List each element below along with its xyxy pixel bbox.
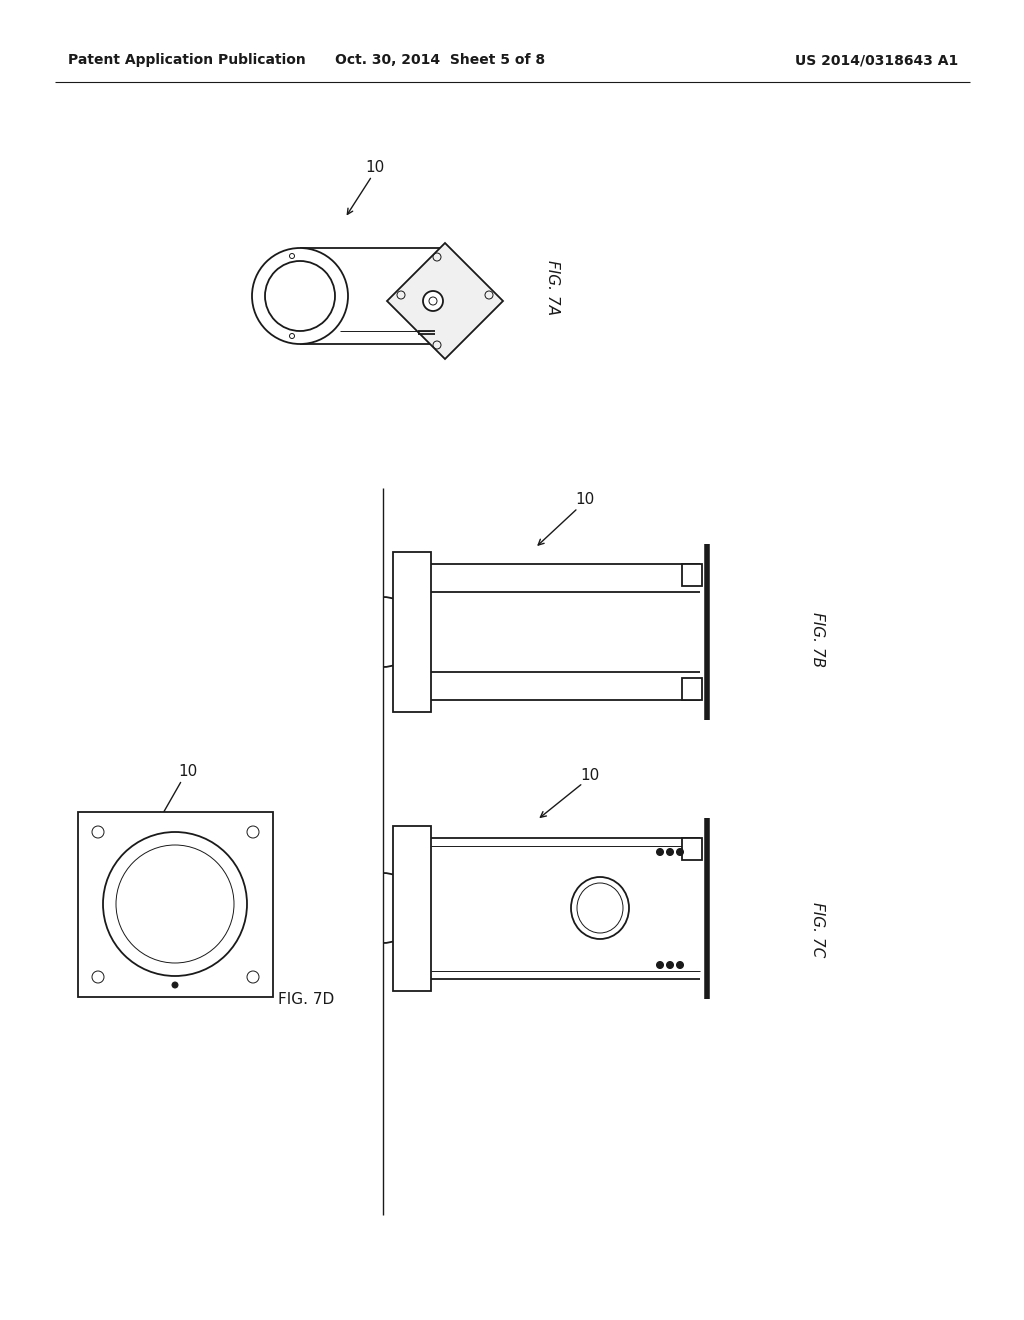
Circle shape [656, 849, 664, 855]
Text: 10: 10 [575, 492, 595, 507]
Text: 10: 10 [366, 161, 385, 176]
Polygon shape [387, 243, 503, 359]
Text: FIG. 7A: FIG. 7A [545, 260, 560, 315]
Bar [393, 826, 431, 991]
Bar [393, 552, 431, 711]
Bar [682, 564, 702, 586]
Text: FIG. 7B: FIG. 7B [810, 612, 825, 668]
Circle shape [92, 972, 104, 983]
Text: US 2014/0318643 A1: US 2014/0318643 A1 [795, 53, 958, 67]
Circle shape [172, 982, 178, 987]
Circle shape [667, 961, 674, 969]
Bar [682, 678, 702, 700]
Ellipse shape [265, 261, 335, 331]
Text: 10: 10 [178, 764, 198, 780]
Circle shape [667, 849, 674, 855]
Circle shape [423, 290, 443, 312]
Bar [682, 838, 702, 861]
Circle shape [92, 826, 104, 838]
Text: Patent Application Publication: Patent Application Publication [68, 53, 306, 67]
Text: 10: 10 [581, 767, 600, 783]
Text: FIG. 7D: FIG. 7D [278, 993, 334, 1007]
Ellipse shape [571, 876, 629, 939]
Ellipse shape [252, 248, 348, 345]
Text: FIG. 7C: FIG. 7C [810, 903, 825, 957]
Circle shape [677, 961, 683, 969]
Bar [78, 812, 273, 997]
Circle shape [103, 832, 247, 975]
Circle shape [247, 826, 259, 838]
Circle shape [677, 849, 683, 855]
Circle shape [116, 845, 234, 964]
Text: Oct. 30, 2014  Sheet 5 of 8: Oct. 30, 2014 Sheet 5 of 8 [335, 53, 545, 67]
Ellipse shape [577, 883, 623, 933]
Circle shape [247, 972, 259, 983]
Circle shape [656, 961, 664, 969]
